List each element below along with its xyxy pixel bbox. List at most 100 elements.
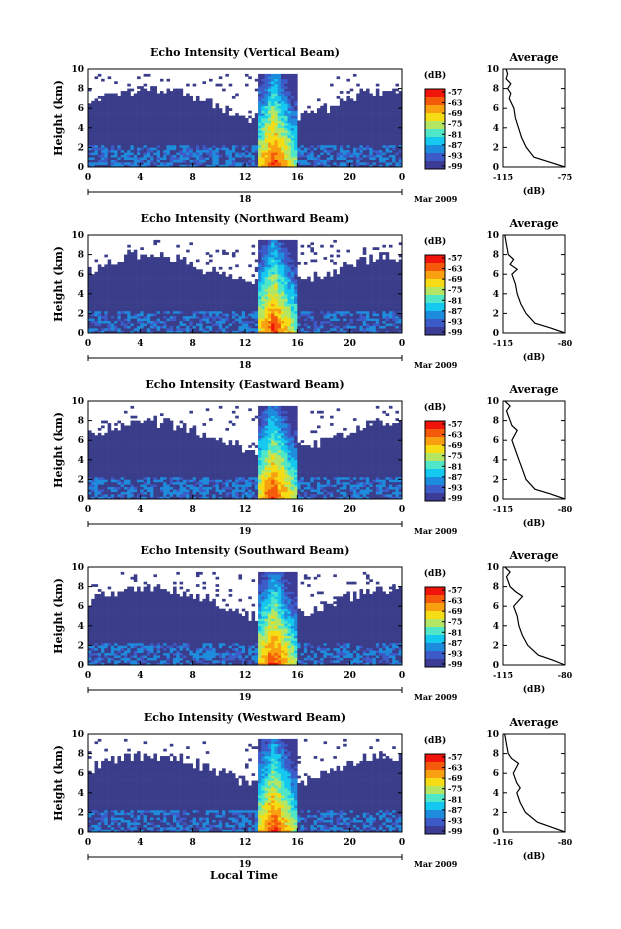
heatmap-cell — [186, 144, 190, 148]
heatmap-cell — [130, 147, 135, 151]
heatmap-cell — [195, 306, 200, 309]
heatmap-cell — [202, 306, 207, 309]
heatmap-cell — [336, 110, 341, 114]
heatmap-cell — [261, 286, 265, 290]
heatmap-cell — [133, 100, 138, 104]
heatmap-cell — [218, 115, 223, 119]
heatmap-cell — [133, 108, 138, 111]
heatmap-cell — [294, 78, 298, 82]
heatmap-cell — [228, 118, 233, 121]
heatmap-cell — [218, 274, 223, 277]
heatmap-cell — [215, 110, 220, 114]
heatmap-cell — [336, 149, 341, 153]
heatmap-cell — [143, 113, 148, 116]
heatmap-cell — [310, 115, 314, 119]
heatmap-cell — [379, 140, 383, 143]
heatmap-cell — [258, 288, 262, 292]
heatmap-cell — [392, 157, 396, 160]
heatmap-cell — [300, 279, 305, 282]
heatmap-cell — [107, 118, 112, 121]
heatmap-cell — [303, 310, 308, 314]
heatmap-cell — [192, 137, 197, 141]
heatmap-cell — [182, 308, 187, 312]
heatmap-cell — [267, 264, 272, 268]
heatmap-cell — [241, 286, 246, 290]
heatmap-cell — [91, 149, 95, 153]
heatmap-cell — [238, 149, 243, 153]
heatmap-cell — [372, 144, 377, 148]
heatmap-cell — [120, 159, 125, 163]
heatmap-cell — [245, 308, 249, 312]
heatmap-cell — [300, 127, 305, 131]
heatmap-cell — [297, 323, 301, 326]
heatmap-cell — [398, 100, 403, 104]
heatmap-cell — [114, 264, 118, 268]
heatmap-cell — [130, 259, 135, 263]
heatmap-cell — [366, 108, 370, 111]
heatmap-cell — [254, 130, 259, 133]
heatmap-cell — [215, 154, 220, 158]
heatmap-cell — [143, 274, 148, 277]
heatmap-cell — [290, 254, 295, 258]
heatmap-cell — [179, 259, 184, 263]
heatmap-cell — [290, 301, 295, 304]
heatmap-cell — [173, 108, 177, 111]
heatmap-cell — [395, 157, 400, 160]
heatmap-cell — [372, 105, 377, 109]
heatmap-cell — [343, 103, 347, 107]
heatmap-cell — [248, 328, 252, 331]
heatmap-cell — [107, 149, 112, 153]
heatmap-cell — [133, 296, 138, 299]
heatmap-cell — [251, 137, 256, 141]
heatmap-cell — [101, 301, 105, 304]
heatmap-cell — [205, 276, 210, 280]
heatmap-cell — [330, 144, 334, 148]
heatmap-cell — [192, 115, 197, 119]
heatmap-cell — [271, 308, 275, 312]
heatmap-cell — [352, 127, 357, 131]
heatmap-cell — [251, 274, 256, 277]
heatmap-cell — [349, 88, 354, 92]
heatmap-cell — [222, 298, 226, 302]
heatmap-cell — [254, 330, 259, 334]
heatmap-cell — [186, 120, 190, 124]
heatmap-cell — [388, 95, 393, 99]
heatmap-cell — [372, 118, 377, 121]
heatmap-cell — [267, 242, 272, 246]
heatmap-cell — [297, 122, 301, 126]
heatmap-cell — [398, 122, 403, 126]
heatmap-cell — [133, 284, 138, 287]
heatmap-cell — [366, 105, 370, 109]
heatmap-cell — [176, 318, 180, 322]
heatmap-cell — [248, 130, 252, 133]
heatmap-cell — [192, 127, 197, 131]
heatmap-cell — [94, 76, 99, 80]
heatmap-cell — [277, 81, 282, 84]
heatmap-cell — [166, 259, 171, 263]
heatmap-cell — [163, 140, 167, 143]
heatmap-cell — [156, 291, 161, 295]
heatmap-cell — [163, 315, 167, 319]
heatmap-cell — [241, 140, 246, 143]
heatmap-cell — [385, 98, 390, 102]
heatmap-cell — [114, 113, 118, 116]
heatmap-cell — [231, 318, 236, 322]
heatmap-cell — [163, 298, 167, 302]
heatmap-cell — [297, 157, 301, 160]
heatmap-cell — [392, 130, 396, 133]
heatmap-cell — [316, 308, 321, 312]
heatmap-cell — [107, 154, 112, 158]
heatmap-cell — [176, 149, 180, 153]
heatmap-cell — [251, 162, 256, 165]
heatmap-cell — [192, 306, 197, 309]
heatmap-cell — [261, 276, 265, 280]
heatmap-cell — [356, 120, 360, 124]
heatmap-cell — [182, 328, 187, 331]
heatmap-cell — [123, 113, 128, 116]
heatmap-cell — [163, 132, 167, 136]
heatmap-cell — [110, 152, 115, 156]
heatmap-cell — [212, 301, 216, 304]
heatmap-cell — [303, 293, 308, 297]
heatmap-cell — [130, 269, 135, 273]
heatmap-cell — [245, 132, 249, 136]
